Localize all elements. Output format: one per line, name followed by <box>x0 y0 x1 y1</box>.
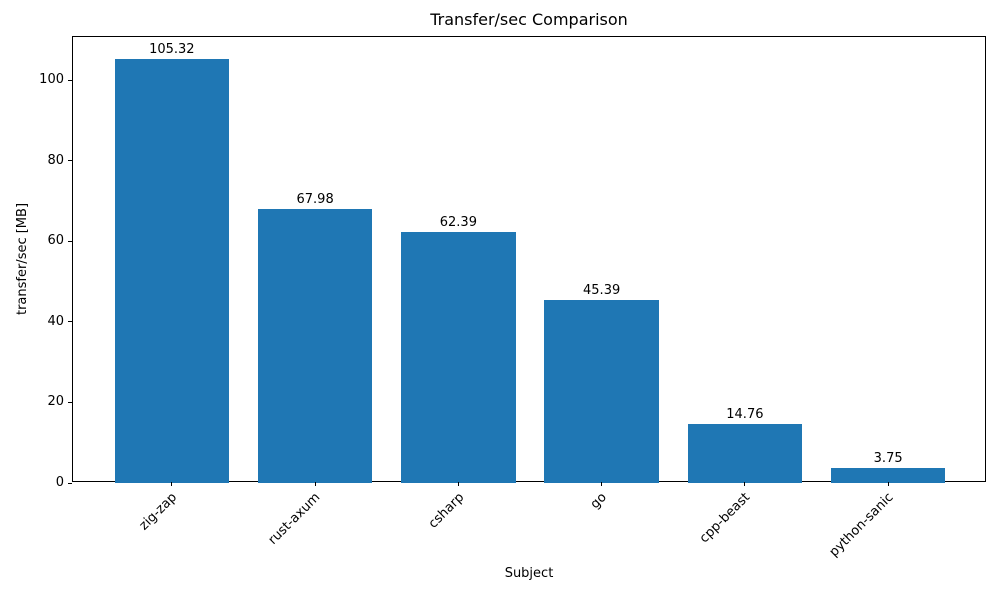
bar-value-label: 62.39 <box>439 214 477 230</box>
y-tick-mark <box>68 160 72 162</box>
x-tick-label-rust-axum: rust-axum <box>265 490 324 548</box>
y-tick-label: 0 <box>55 475 64 490</box>
y-axis-label: transfer/sec [MB] <box>15 202 30 316</box>
bar-value-label: 14.76 <box>726 406 764 422</box>
bar-value-label: 3.75 <box>873 450 903 466</box>
y-tick-mark <box>68 240 72 242</box>
x-tick-mark <box>171 482 173 486</box>
y-tick-label: 80 <box>47 152 64 168</box>
x-tick-label-python-sanic: python-sanic <box>826 490 897 560</box>
y-tick-mark <box>68 321 72 323</box>
bar-value-label: 45.39 <box>583 283 621 299</box>
x-tick-label-csharp: csharp <box>425 490 467 532</box>
bar-rust-axum <box>257 209 373 483</box>
plot-area: 0 20 40 60 80 100 105.32 zig-zap 67.98 rust-axum 6… <box>39 36 986 560</box>
x-tick-mark <box>601 482 603 486</box>
x-tick-label-cpp-beast: cpp-beast <box>697 490 754 547</box>
x-tick-label-go: go <box>588 490 611 513</box>
y-tick-mark <box>68 79 72 81</box>
y-tick-label: 100 <box>39 72 64 88</box>
bar-go <box>544 300 659 483</box>
bar-csharp <box>401 231 516 483</box>
x-tick-label-zig-zap: zig-zap <box>137 490 181 534</box>
y-tick-label: 20 <box>47 394 64 410</box>
bar-value-label: 67.98 <box>296 192 334 208</box>
x-tick-mark <box>457 482 459 486</box>
x-tick-mark <box>744 482 746 486</box>
x-axis-label: Subject <box>504 566 554 581</box>
y-tick-mark <box>68 482 72 484</box>
bar-zig-zap <box>114 58 230 483</box>
bar-cpp-beast <box>687 423 803 483</box>
y-tick-label: 60 <box>47 233 64 249</box>
x-tick-mark <box>314 482 316 486</box>
y-tick-mark <box>68 401 72 403</box>
x-tick-mark <box>887 482 889 486</box>
y-tick-label: 40 <box>47 313 64 329</box>
bar-python-sanic <box>830 467 946 483</box>
bar-value-label: 105.32 <box>149 41 195 57</box>
chart-title: Transfer/sec Comparison <box>430 10 628 29</box>
